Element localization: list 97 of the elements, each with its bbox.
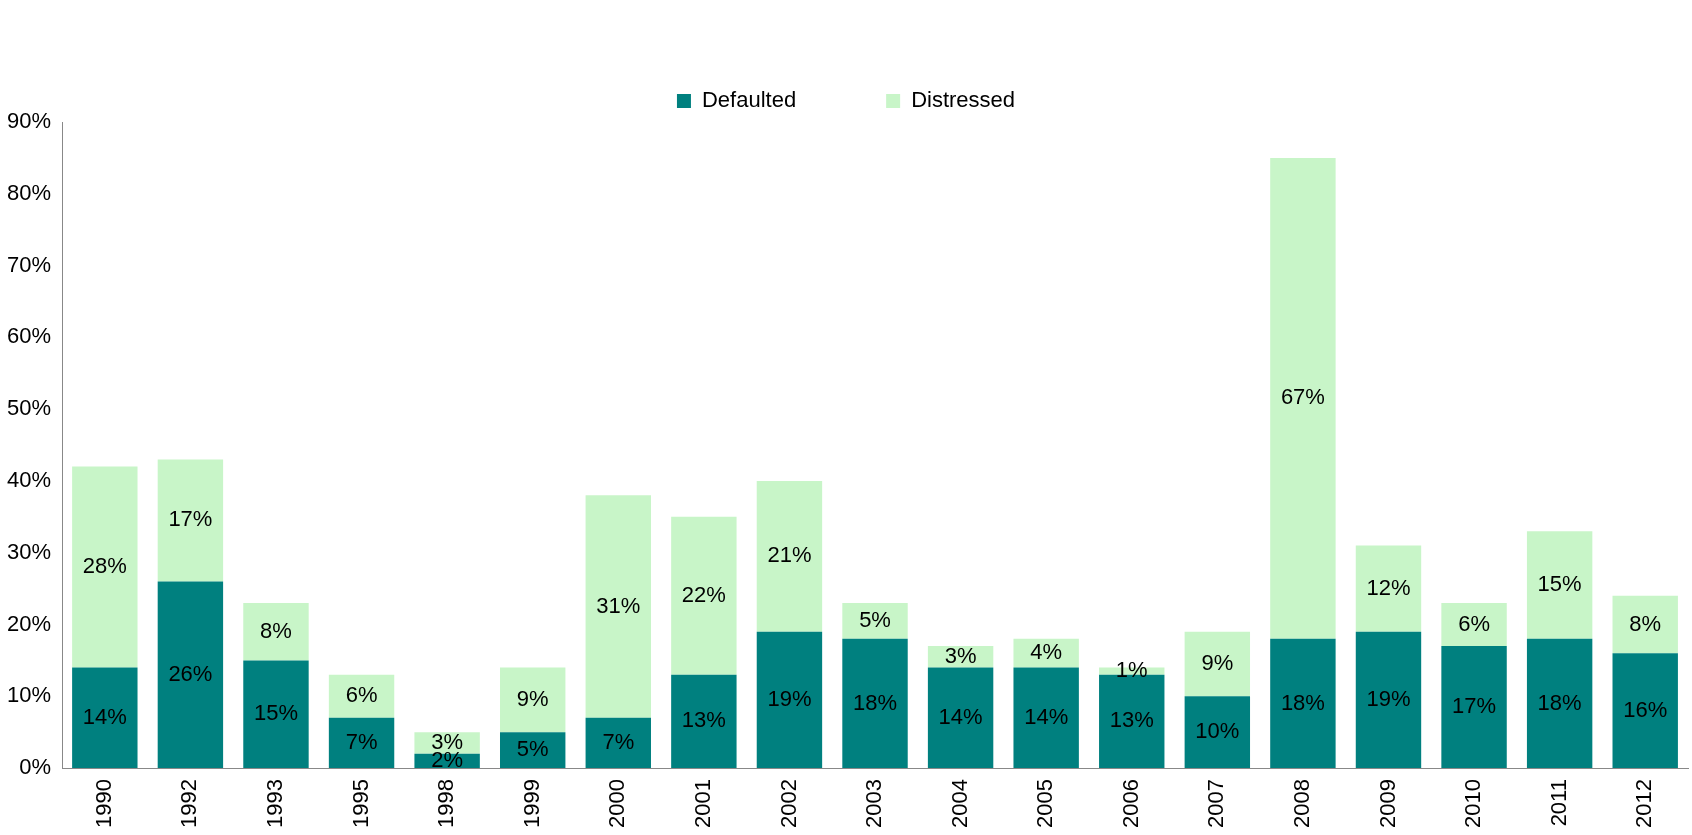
data-label: 15%: [253, 700, 298, 726]
data-label: 9%: [1201, 650, 1234, 676]
bar: [585, 717, 651, 769]
data-label: 31%: [596, 592, 641, 618]
bar: [157, 459, 224, 582]
bar: [1270, 638, 1336, 769]
bar: [1355, 631, 1422, 769]
data-label: 17%: [1452, 693, 1497, 719]
bar: [1184, 696, 1251, 769]
bar: [1355, 545, 1422, 632]
bar: [671, 674, 737, 769]
data-label: 14%: [938, 703, 983, 729]
bar: [157, 581, 224, 769]
data-label: 6%: [1458, 610, 1490, 636]
x-tick-label: 2006: [1117, 779, 1143, 829]
bar: [1526, 638, 1593, 769]
x-tick-label: 2010: [1460, 779, 1486, 829]
x-tick-label: 2005: [1032, 779, 1058, 829]
data-label: 7%: [345, 729, 378, 754]
bar: [72, 667, 138, 769]
data-label: 7%: [602, 729, 635, 754]
data-label: 5%: [859, 606, 891, 632]
x-tick-label: 2004: [946, 779, 972, 829]
y-tick-label: 10%: [6, 682, 52, 708]
x-tick-label: 2003: [861, 779, 887, 829]
bar: [1013, 667, 1079, 769]
data-label: 5%: [516, 736, 549, 762]
data-label: 17%: [168, 506, 213, 532]
bar: [328, 717, 395, 769]
bar: [328, 674, 395, 718]
data-label: 8%: [1629, 610, 1662, 636]
data-label: 22%: [681, 581, 726, 607]
bar: [1441, 602, 1507, 647]
data-label: 13%: [1109, 707, 1154, 733]
data-label: 13%: [681, 707, 726, 733]
x-tick-label: 1992: [176, 779, 202, 829]
bar: [1441, 646, 1507, 769]
bar: [756, 480, 823, 632]
data-label: 10%: [1195, 718, 1240, 744]
bar: [671, 516, 737, 675]
y-tick-label: 70%: [6, 251, 52, 277]
data-label: 67%: [1280, 384, 1325, 410]
bar: [243, 602, 309, 661]
bar: [842, 638, 908, 769]
data-label: 19%: [767, 685, 812, 711]
y-tick-label: 80%: [6, 179, 52, 205]
x-tick-label: 1993: [262, 779, 288, 829]
x-tick-label: 1998: [433, 779, 459, 829]
legend-label: Defaulted: [701, 87, 797, 113]
bar: [500, 667, 566, 733]
x-tick-label: 2009: [1374, 779, 1400, 829]
bar: [1184, 631, 1251, 697]
bar: [842, 602, 908, 639]
x-tick-label: 2000: [604, 779, 630, 829]
bar: [1612, 653, 1678, 769]
data-label: 9%: [516, 685, 549, 711]
data-label: 18%: [1537, 689, 1582, 715]
bar: [756, 631, 823, 769]
x-tick-label: 2007: [1203, 779, 1229, 829]
bar: [1526, 531, 1593, 639]
data-label: 8%: [260, 617, 292, 643]
x-tick-label: 2002: [775, 779, 801, 829]
data-label: 12%: [1366, 574, 1411, 600]
data-label: 26%: [168, 660, 213, 686]
bar: [72, 466, 138, 668]
x-tick-label: 1999: [518, 779, 544, 829]
x-tick-label: 2011: [1545, 779, 1571, 827]
x-tick-label: 2008: [1288, 779, 1314, 829]
y-tick-label: 90%: [6, 108, 52, 134]
data-label: 28%: [82, 553, 127, 579]
y-tick-label: 0%: [19, 754, 52, 780]
y-tick-label: 30%: [6, 538, 52, 564]
data-label: 15%: [1537, 571, 1582, 597]
y-tick-label: 60%: [6, 323, 52, 349]
bar: [243, 660, 309, 769]
legend-label: Distressed: [911, 87, 1016, 113]
bar: [585, 495, 651, 718]
bar: [1612, 595, 1678, 654]
data-label: 19%: [1366, 685, 1411, 711]
x-tick-label: 2012: [1631, 779, 1657, 829]
x-tick-label: 2001: [689, 779, 715, 829]
y-tick-label: 40%: [6, 466, 52, 492]
bar: [1270, 157, 1336, 639]
data-label: 4%: [1030, 639, 1063, 665]
data-label: 21%: [767, 542, 812, 568]
data-label: 14%: [82, 703, 127, 729]
x-tick-label: 1995: [347, 779, 373, 829]
x-tick-label: 1990: [90, 779, 116, 829]
data-label: 14%: [1024, 703, 1069, 729]
data-label: 3%: [944, 642, 977, 668]
y-tick-label: 50%: [6, 395, 52, 421]
y-tick-label: 20%: [6, 610, 52, 636]
bar: [927, 667, 994, 769]
data-label: 6%: [345, 682, 378, 708]
data-label: 18%: [852, 689, 898, 715]
data-label: 16%: [1623, 696, 1668, 722]
data-label: 18%: [1280, 689, 1325, 715]
